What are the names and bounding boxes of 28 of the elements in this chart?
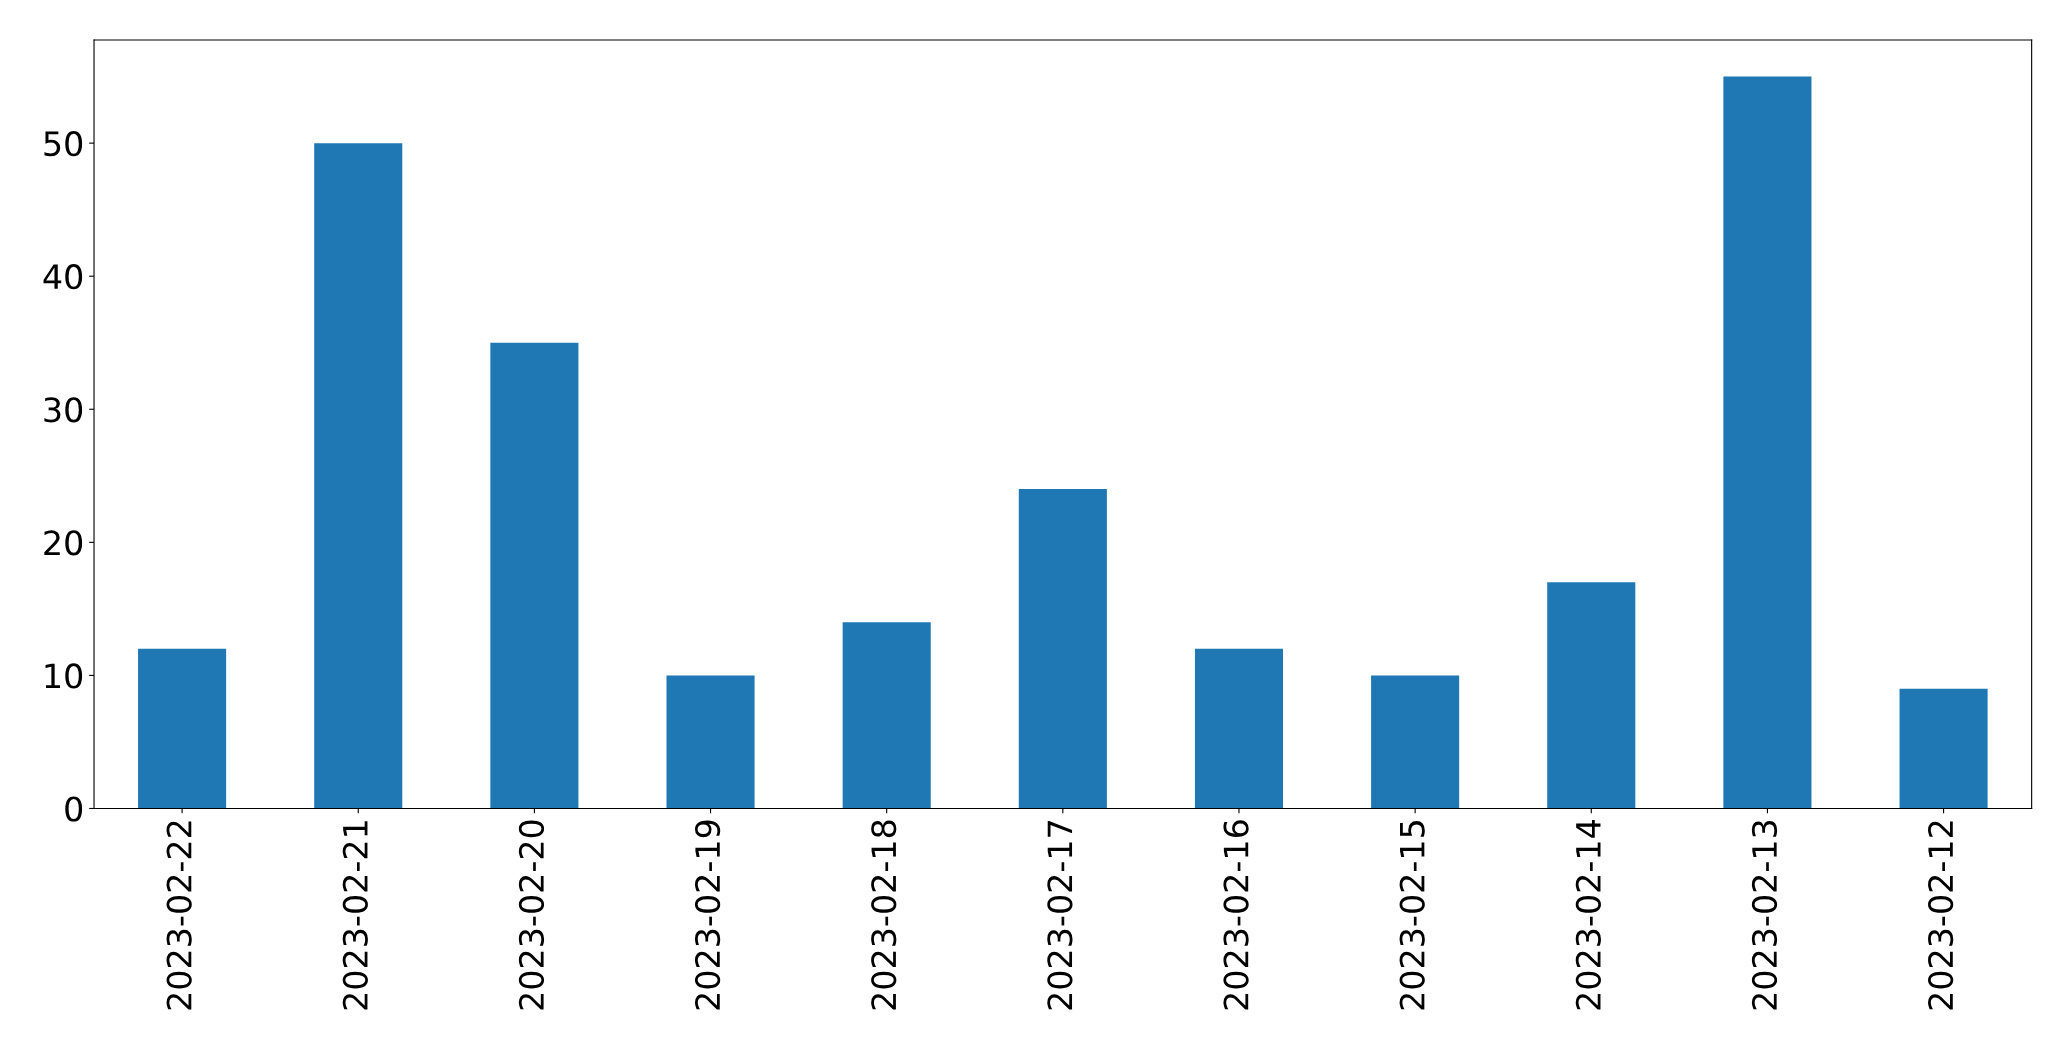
bar xyxy=(666,675,755,809)
x-tick-label: 2023-02-16 xyxy=(1223,820,1249,1010)
x-tick-label: 2023-02-19 xyxy=(695,820,721,1010)
x-tick-label: 2023-02-21 xyxy=(342,821,368,1010)
y-tick-label: 40 xyxy=(43,264,83,290)
bar xyxy=(1018,489,1107,809)
x-tick-label: 2023-02-17 xyxy=(1047,821,1073,1010)
x-tick-label: 2023-02-15 xyxy=(1399,821,1425,1010)
bar xyxy=(842,622,931,809)
bar xyxy=(1194,648,1284,809)
bar xyxy=(1899,688,1988,809)
x-tick-label: 2023-02-14 xyxy=(1575,820,1601,1010)
x-tick-label: 2023-02-22 xyxy=(166,821,192,1010)
y-tick-label: 0 xyxy=(65,796,83,822)
y-tick-label: 20 xyxy=(44,530,83,556)
y-tick-label: 50 xyxy=(44,131,83,157)
bar xyxy=(138,648,227,809)
x-tick-label: 2023-02-20 xyxy=(518,820,545,1010)
x-tick-label: 2023-02-13 xyxy=(1751,820,1778,1010)
bar xyxy=(314,143,403,809)
bar xyxy=(1723,76,1812,809)
y-tick-label: 10 xyxy=(45,663,83,689)
y-tick-label: 30 xyxy=(44,397,83,423)
bar xyxy=(490,342,579,809)
bar xyxy=(1371,675,1460,809)
bar xyxy=(1547,582,1636,809)
x-tick-label: 2023-02-12 xyxy=(1928,821,1954,1010)
x-tick-label: 2023-02-18 xyxy=(871,820,897,1010)
